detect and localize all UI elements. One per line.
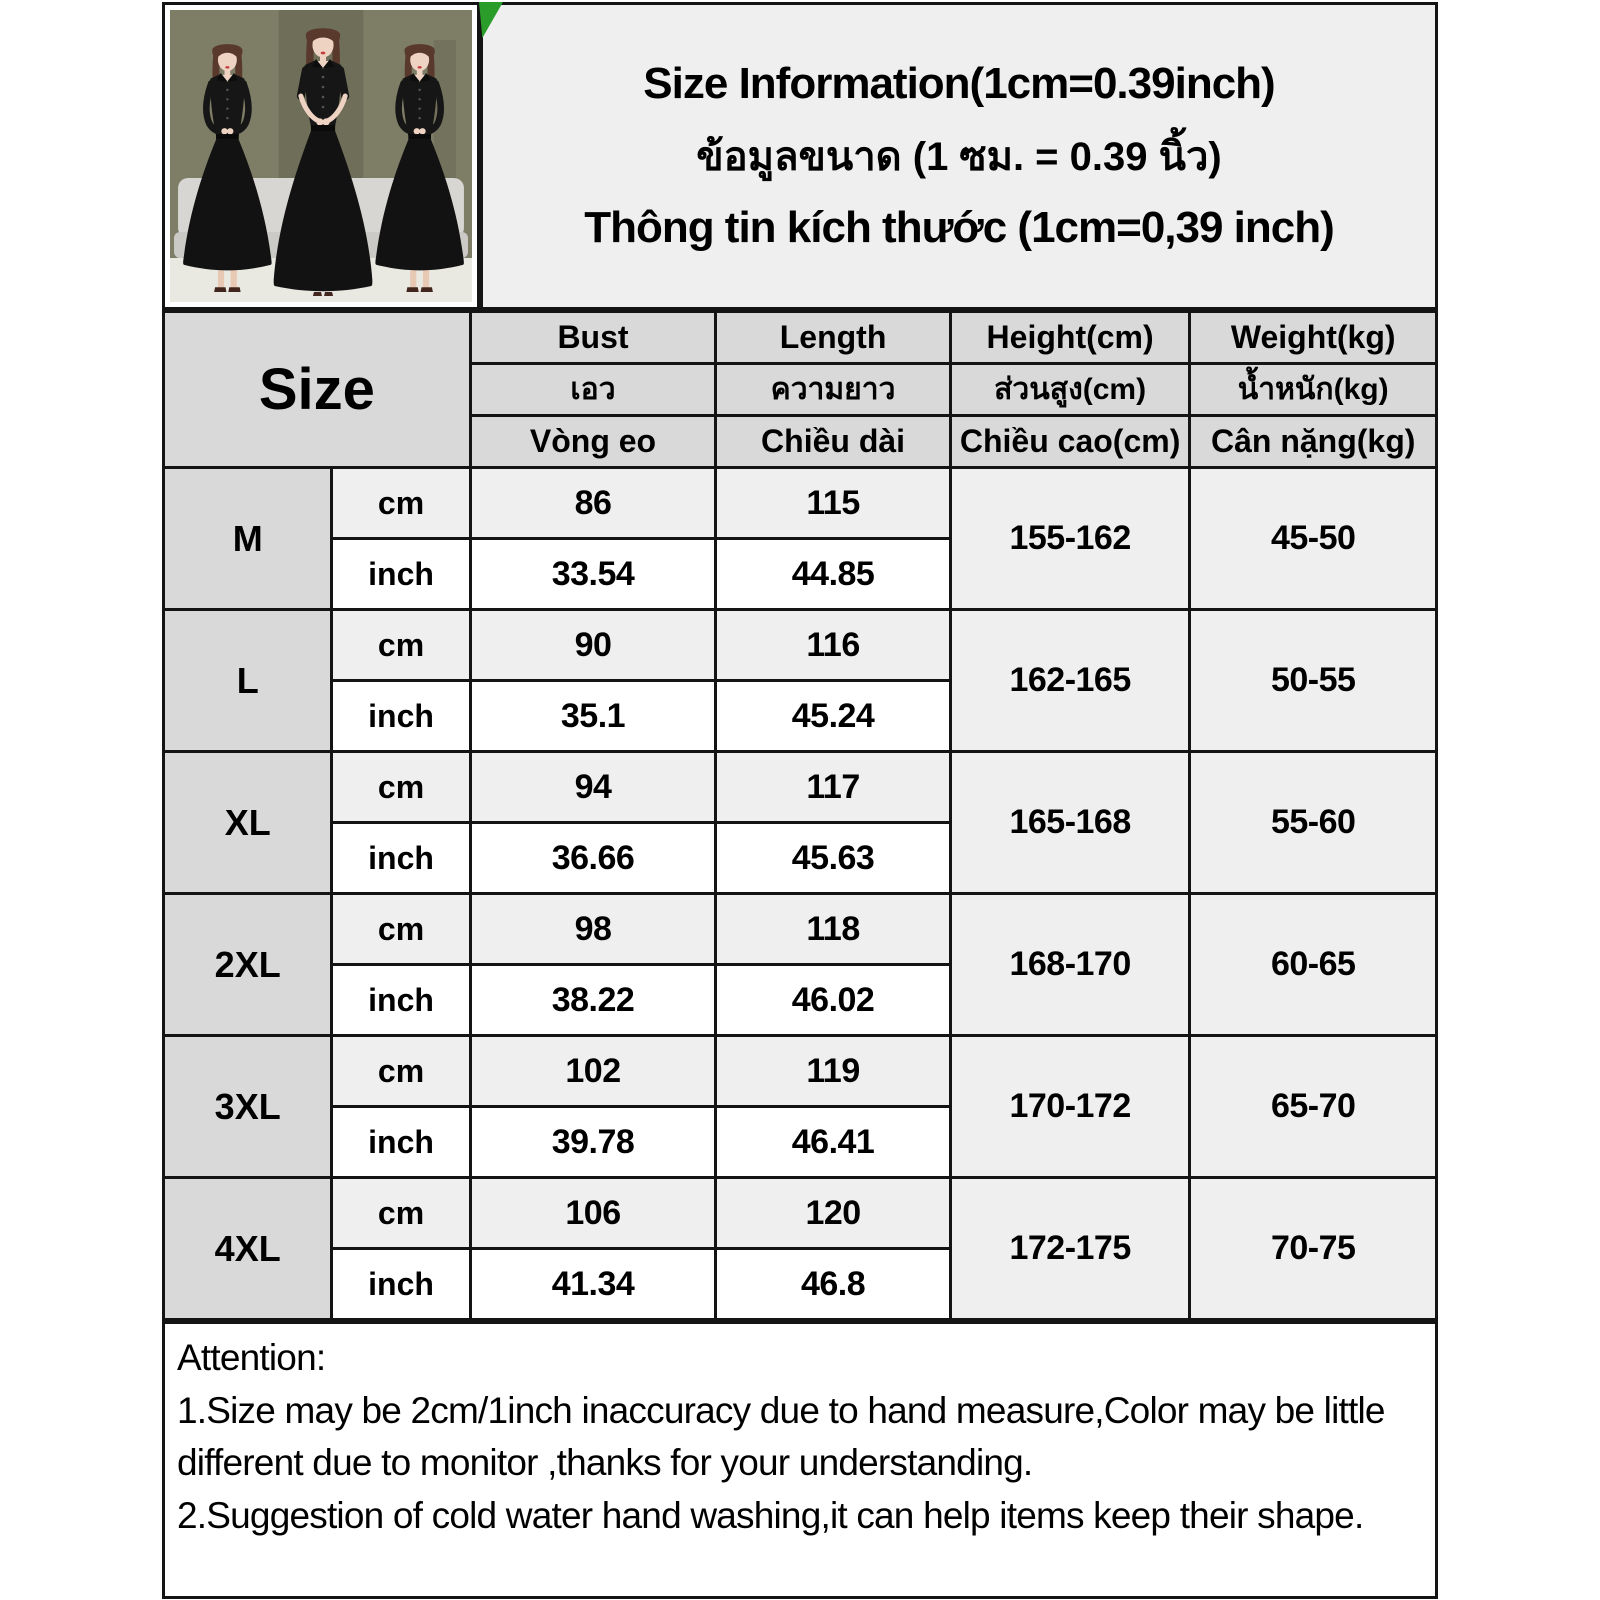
- table-row: inch 33.54 44.85: [164, 537, 1437, 611]
- cell-bust-inch: 38.22: [468, 963, 718, 1037]
- cell-length-inch: 46.8: [714, 1247, 952, 1321]
- table-row: inch 39.78 46.41: [164, 1105, 1437, 1179]
- table-row: L cm 90 116 162-165 50-55: [161, 608, 1438, 753]
- cell-length-inch: 44.85: [714, 537, 952, 611]
- col-header-height-vi: Chiều cao(cm): [948, 414, 1192, 469]
- cell-weight-range: 60-65: [1188, 892, 1438, 1037]
- cell-unit-inch: inch: [330, 537, 472, 611]
- cell-unit-cm: cm: [330, 608, 472, 682]
- cell-unit-cm: cm: [330, 750, 472, 824]
- cell-length-cm: 117: [714, 750, 952, 824]
- cell-weight-range: 65-70: [1188, 1034, 1438, 1179]
- cell-length-cm: 119: [714, 1034, 952, 1108]
- cell-bust-inch: 35.1: [468, 679, 718, 753]
- col-header-weight: Weight(kg): [1188, 310, 1438, 365]
- cell-bust-cm: 94: [468, 750, 718, 824]
- cell-length-inch: 45.24: [714, 679, 952, 753]
- title-english: Size Information(1cm=0.39inch): [643, 59, 1275, 108]
- model-figure: [183, 44, 272, 292]
- cell-length-cm: 115: [714, 466, 952, 540]
- table-row: inch 36.66 45.63: [164, 821, 1437, 895]
- cell-height-range: 170-172: [948, 1034, 1192, 1179]
- cell-unit-inch: inch: [330, 1247, 472, 1321]
- cell-bust-inch: 39.78: [468, 1105, 718, 1179]
- header-row-thai: เอว ความยาว ส่วนสูง(cm) น้ำหนัก(kg): [164, 362, 1438, 417]
- attention-title: Attention:: [177, 1337, 326, 1378]
- cell-length-inch: 46.02: [714, 963, 952, 1037]
- top-section: Size Information(1cm=0.39inch) ข้อมูลขนา…: [162, 2, 1438, 310]
- col-header-height-th: ส่วนสูง(cm): [948, 362, 1192, 417]
- table-row: M cm 86 115 155-162 45-50: [161, 466, 1438, 611]
- col-header-weight-vi: Cân nặng(kg): [1188, 414, 1438, 469]
- table-row: 2XL cm 98 118 168-170 60-65: [161, 892, 1438, 1037]
- title-vietnamese: Thông tin kích thước (1cm=0,39 inch): [584, 203, 1335, 252]
- cell-height-range: 172-175: [948, 1176, 1192, 1321]
- col-header-bust: Bust: [468, 310, 718, 365]
- cell-unit-cm: cm: [330, 466, 472, 540]
- cell-bust-cm: 106: [468, 1176, 718, 1250]
- size-table: Size Bust Length Height(cm) Weight(kg) เ…: [161, 310, 1438, 1321]
- cell-size: 2XL: [161, 892, 334, 1037]
- cell-size: 4XL: [161, 1176, 334, 1321]
- cell-size: L: [161, 608, 334, 753]
- cell-height-range: 162-165: [948, 608, 1192, 753]
- cell-size: XL: [161, 750, 334, 895]
- cell-length-cm: 120: [714, 1176, 952, 1250]
- cell-bust-cm: 98: [468, 892, 718, 966]
- table-row: inch 35.1 45.24: [164, 679, 1437, 753]
- title-thai: ข้อมูลขนาด (1 ซม. = 0.39 นิ้ว): [696, 135, 1222, 179]
- cell-bust-inch: 41.34: [468, 1247, 718, 1321]
- cell-length-inch: 45.63: [714, 821, 952, 895]
- cell-height-range: 165-168: [948, 750, 1192, 895]
- cell-bust-cm: 90: [468, 608, 718, 682]
- cell-weight-range: 50-55: [1188, 608, 1438, 753]
- green-corner-ribbon-icon: [479, 2, 503, 38]
- cell-height-range: 155-162: [948, 466, 1192, 611]
- col-header-length-vi: Chiều dài: [714, 414, 952, 469]
- col-header-bust-th: เอว: [468, 362, 718, 417]
- product-photo-box: [162, 2, 480, 310]
- cell-bust-inch: 33.54: [468, 537, 718, 611]
- col-header-weight-th: น้ำหนัก(kg): [1188, 362, 1438, 417]
- attention-note-2: 2.Suggestion of cold water hand washing,…: [177, 1494, 1364, 1536]
- cell-weight-range: 45-50: [1188, 466, 1438, 611]
- cell-length-inch: 46.41: [714, 1105, 952, 1179]
- cell-height-range: 168-170: [948, 892, 1192, 1037]
- cell-unit-inch: inch: [330, 1105, 472, 1179]
- cell-length-cm: 116: [714, 608, 952, 682]
- cell-unit-cm: cm: [330, 892, 472, 966]
- cell-length-cm: 118: [714, 892, 952, 966]
- cell-bust-cm: 102: [468, 1034, 718, 1108]
- col-header-bust-vi: Vòng eo: [468, 414, 718, 469]
- attention-note-1: 1.Size may be 2cm/1inch inaccuracy due t…: [177, 1389, 1385, 1484]
- cell-unit-inch: inch: [330, 963, 472, 1037]
- cell-unit-cm: cm: [330, 1034, 472, 1108]
- cell-unit-inch: inch: [330, 821, 472, 895]
- cell-unit-inch: inch: [330, 679, 472, 753]
- size-header-cell: Size: [162, 310, 472, 469]
- cell-bust-inch: 36.66: [468, 821, 718, 895]
- cell-size: 3XL: [161, 1034, 334, 1179]
- table-row: inch 41.34 46.8: [164, 1247, 1437, 1321]
- col-header-height: Height(cm): [948, 310, 1192, 365]
- header-row-english: Size Bust Length Height(cm) Weight(kg): [162, 310, 1438, 469]
- product-image: [170, 10, 472, 302]
- cell-bust-cm: 86: [468, 466, 718, 540]
- attention-box: Attention: 1.Size may be 2cm/1inch inacc…: [162, 1321, 1438, 1599]
- cell-unit-cm: cm: [330, 1176, 472, 1250]
- table-row: 3XL cm 102 119 170-172 65-70: [161, 1034, 1438, 1179]
- table-row: 4XL cm 106 120 172-175 70-75: [161, 1176, 1438, 1321]
- size-info-header: Size Information(1cm=0.39inch) ข้อมูลขนา…: [479, 2, 1438, 310]
- model-figure: [273, 28, 373, 296]
- model-figure: [375, 44, 464, 292]
- cell-size: M: [161, 466, 334, 611]
- cell-weight-range: 70-75: [1188, 1176, 1438, 1321]
- size-chart-page: Size Information(1cm=0.39inch) ข้อมูลขนา…: [161, 2, 1438, 1599]
- header-row-vietnamese: Vòng eo Chiều dài Chiều cao(cm) Cân nặng…: [164, 414, 1438, 469]
- col-header-length-th: ความยาว: [714, 362, 952, 417]
- col-header-length: Length: [714, 310, 952, 365]
- table-row: inch 38.22 46.02: [164, 963, 1437, 1037]
- cell-weight-range: 55-60: [1188, 750, 1438, 895]
- table-row: XL cm 94 117 165-168 55-60: [161, 750, 1438, 895]
